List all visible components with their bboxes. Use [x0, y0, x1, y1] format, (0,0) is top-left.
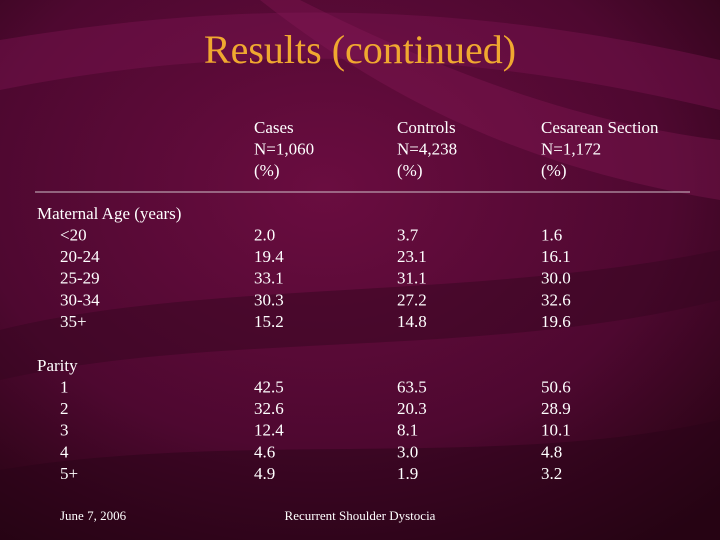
cell-value: 1.9 [397, 464, 418, 483]
cell-value: 50.6 [541, 378, 571, 397]
cell-value: 3.0 [397, 442, 418, 461]
cell-value: 3.2 [541, 464, 562, 483]
column-header: (%) [397, 161, 422, 180]
cell-value: 63.5 [397, 378, 427, 397]
cell-value: 4.6 [254, 442, 275, 461]
row-label: 30-34 [60, 290, 100, 309]
cell-value: 33.1 [254, 269, 284, 288]
column-header: N=1,172 [541, 140, 601, 159]
swoosh [0, 250, 720, 380]
swoosh [260, 0, 720, 200]
cell-value: 2.0 [254, 226, 275, 245]
cell-value: 10.1 [541, 421, 571, 440]
cell-value: 1.6 [541, 226, 562, 245]
column-header: N=4,238 [397, 140, 457, 159]
row-label: 4 [60, 442, 69, 461]
cell-value: 3.7 [397, 226, 419, 245]
footer-date: June 7, 2006 [60, 508, 127, 523]
cell-value: 31.1 [397, 269, 427, 288]
row-label: 20-24 [60, 247, 100, 266]
cell-value: 30.3 [254, 290, 284, 309]
cell-value: 20.3 [397, 399, 427, 418]
column-header: Cases [254, 118, 294, 137]
group-label: Maternal Age (years) [37, 204, 181, 223]
cell-value: 8.1 [397, 421, 418, 440]
row-label: 2 [60, 399, 69, 418]
slide-title: Results (continued) [204, 27, 516, 72]
column-header: N=1,060 [254, 140, 314, 159]
column-header: Controls [397, 118, 456, 137]
row-label: 5+ [60, 464, 78, 483]
cell-value: 32.6 [541, 290, 571, 309]
swoosh [0, 420, 720, 540]
cell-value: 27.2 [397, 290, 427, 309]
cell-value: 16.1 [541, 247, 571, 266]
cell-value: 4.8 [541, 442, 562, 461]
row-label: <20 [60, 226, 87, 245]
cell-value: 42.5 [254, 378, 284, 397]
cell-value: 28.9 [541, 399, 571, 418]
cell-value: 19.6 [541, 312, 571, 331]
cell-value: 12.4 [254, 421, 284, 440]
row-label: 25-29 [60, 269, 100, 288]
row-label: 35+ [60, 312, 87, 331]
column-header: Cesarean Section [541, 118, 659, 137]
column-header: (%) [541, 161, 566, 180]
column-header: (%) [254, 161, 279, 180]
cell-value: 23.1 [397, 247, 427, 266]
row-label: 1 [60, 378, 69, 397]
swoosh [0, 12, 720, 110]
cell-value: 14.8 [397, 312, 427, 331]
group-label: Parity [37, 356, 78, 375]
cell-value: 19.4 [254, 247, 284, 266]
cell-value: 32.6 [254, 399, 284, 418]
row-label: 3 [60, 421, 69, 440]
footer-text: Recurrent Shoulder Dystocia [285, 508, 436, 523]
cell-value: 15.2 [254, 312, 284, 331]
cell-value: 4.9 [254, 464, 275, 483]
cell-value: 30.0 [541, 269, 571, 288]
